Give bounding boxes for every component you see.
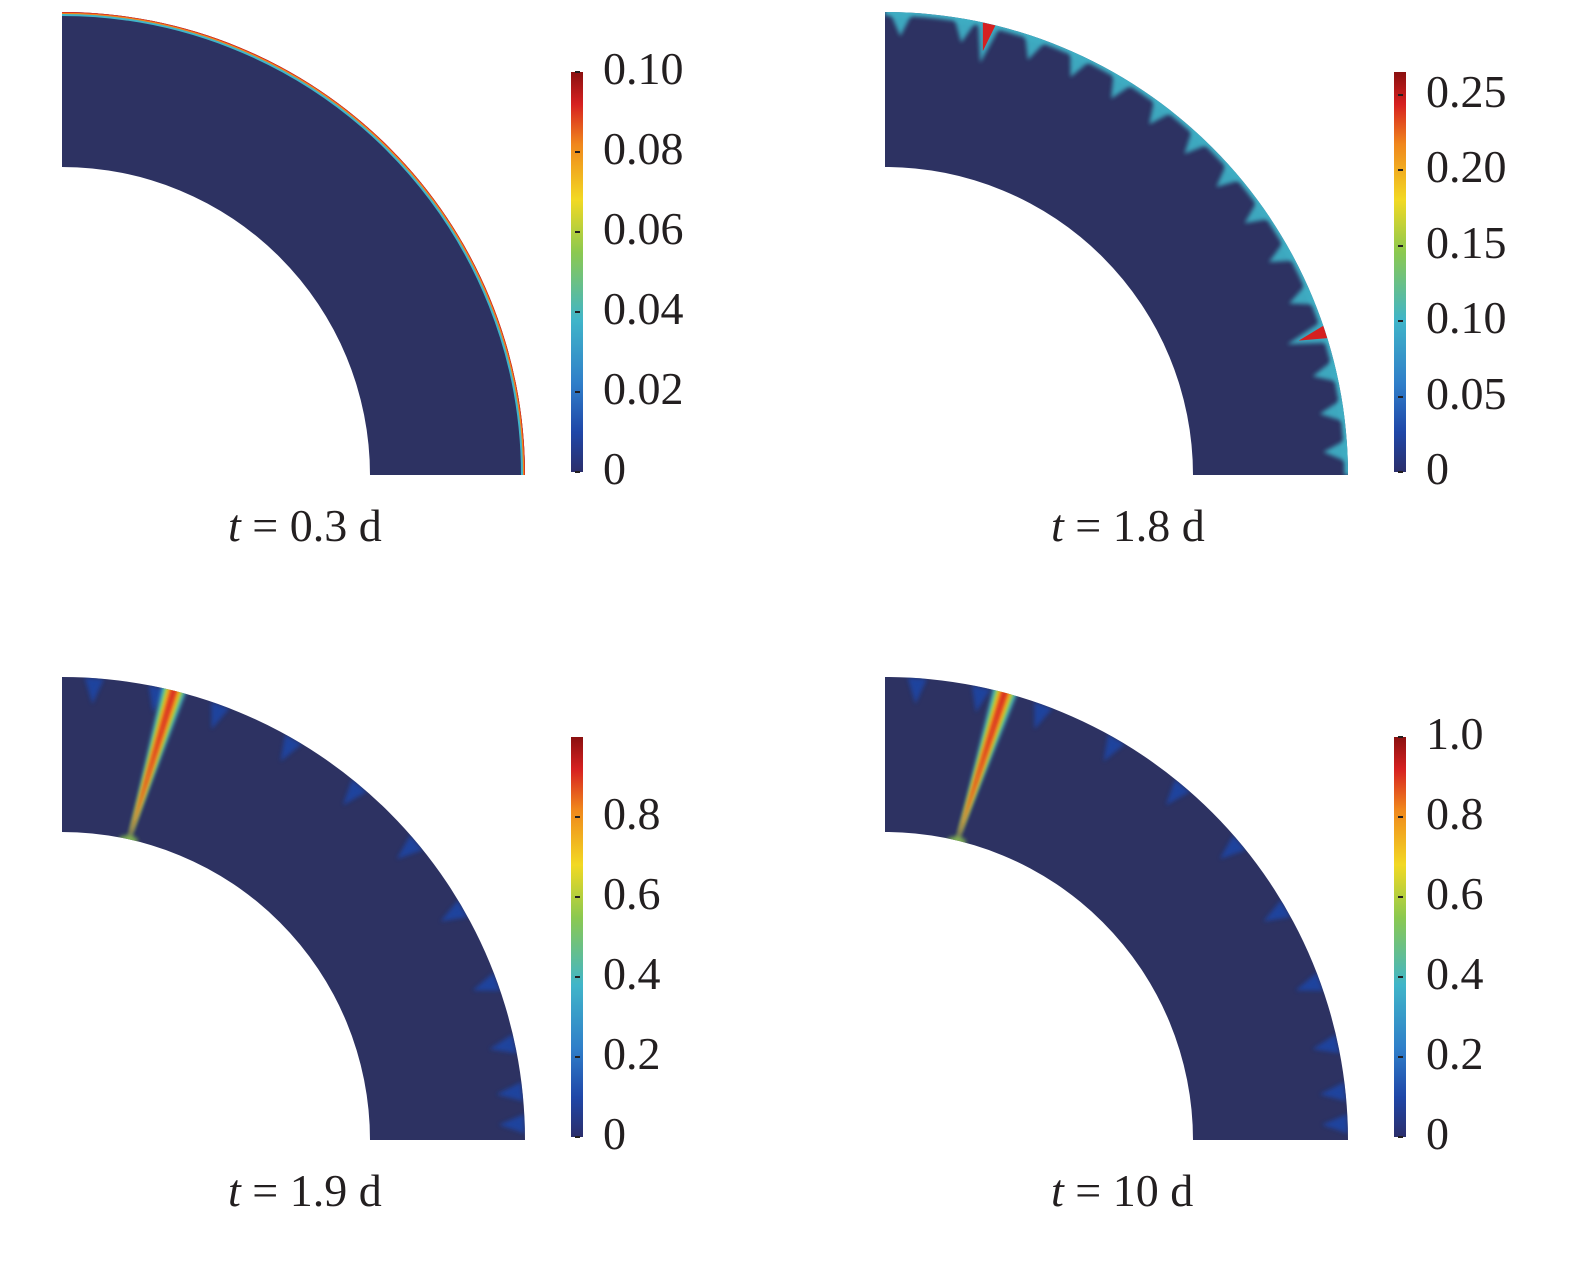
colorbar-tick-label: 0 bbox=[1426, 443, 1449, 494]
colorbar-tick-label: 0.02 bbox=[603, 363, 684, 414]
colorbar-tick-mark bbox=[575, 71, 580, 73]
colorbar-tick-label: 0.20 bbox=[1426, 141, 1507, 193]
time-value: = 1.9 d bbox=[240, 1165, 382, 1216]
colorbar-tick-mark bbox=[1398, 169, 1403, 172]
ring-body bbox=[62, 12, 525, 475]
colorbar-tick-label: 0.04 bbox=[603, 283, 684, 334]
damage-features bbox=[62, 12, 525, 475]
time-value: = 0.3 d bbox=[240, 500, 382, 551]
colorbar-tick-label: 1.0 bbox=[1426, 708, 1484, 759]
colorbar-tick-label: 0.10 bbox=[603, 43, 684, 94]
time-caption: t = 10 d bbox=[1051, 1165, 1351, 1217]
damage-field-quarter-ring bbox=[62, 677, 525, 1140]
colorbar-tick-label: 0.05 bbox=[1426, 367, 1507, 419]
colorbar-tick-label: 0.10 bbox=[1426, 292, 1507, 344]
colorbar-tick-label: 0.6 bbox=[1426, 868, 1484, 919]
colorbar bbox=[1394, 72, 1406, 472]
colorbar-tick-mark bbox=[1398, 896, 1403, 898]
colorbar-tick-mark bbox=[575, 976, 580, 978]
colorbar-tick-mark bbox=[575, 151, 580, 153]
time-caption: t = 1.8 d bbox=[1051, 500, 1351, 552]
damage-features bbox=[885, 12, 1348, 475]
colorbar bbox=[571, 72, 583, 472]
time-value: = 1.8 d bbox=[1063, 500, 1205, 551]
colorbar-tick-label: 0.6 bbox=[603, 868, 661, 919]
colorbar-tick-mark bbox=[1398, 736, 1403, 738]
colorbar-tick-mark bbox=[575, 896, 580, 898]
colorbar-tick-label: 0.8 bbox=[603, 788, 661, 839]
colorbar-tick-mark bbox=[575, 311, 580, 313]
colorbar-tick-label: 0.25 bbox=[1426, 65, 1507, 117]
colorbar-tick-mark bbox=[1398, 395, 1403, 398]
colorbar-tick-mark bbox=[1398, 471, 1403, 473]
panel-t-1-9: 0.8 0.6 0.4 0.2 0 t = 1.9 d bbox=[0, 665, 787, 1279]
colorbar bbox=[571, 737, 583, 1137]
panel-t-1-8: 0.25 0.20 0.15 0.10 0.05 0 t = 1.8 d bbox=[823, 0, 1575, 614]
panel-t-10: 1.0 0.8 0.6 0.4 0.2 0 t = 10 d bbox=[823, 665, 1575, 1279]
colorbar-tick-mark bbox=[575, 816, 580, 818]
colorbar-tick-mark bbox=[575, 471, 580, 473]
colorbar-tick-label: 0.4 bbox=[1426, 948, 1484, 999]
colorbar-tick-label: 0.2 bbox=[603, 1028, 661, 1079]
ring-body bbox=[885, 12, 1348, 475]
colorbar-tick-mark bbox=[575, 231, 580, 233]
time-variable: t bbox=[1051, 1165, 1064, 1216]
time-value: = 10 d bbox=[1063, 1165, 1194, 1216]
time-variable: t bbox=[228, 1165, 241, 1216]
time-variable: t bbox=[228, 500, 241, 551]
colorbar-tick-mark bbox=[1398, 244, 1403, 247]
panel-t-0-3: 0.10 0.08 0.06 0.04 0.02 0 t = 0.3 d bbox=[0, 0, 787, 614]
colorbar-tick-mark bbox=[1398, 976, 1403, 978]
colorbar-tick-mark bbox=[1398, 1136, 1403, 1138]
colorbar-tick-label: 0.8 bbox=[1426, 788, 1484, 839]
ring-body bbox=[885, 677, 1348, 1140]
colorbar-tick-label: 0 bbox=[1426, 1108, 1449, 1159]
damage-field-quarter-ring bbox=[885, 677, 1348, 1140]
time-variable: t bbox=[1051, 500, 1064, 551]
time-caption: t = 0.3 d bbox=[228, 500, 528, 552]
colorbar-tick-label: 0.08 bbox=[603, 123, 684, 174]
colorbar-tick-label: 0 bbox=[603, 443, 626, 494]
colorbar-tick-mark bbox=[1398, 93, 1403, 96]
time-caption: t = 1.9 d bbox=[228, 1165, 528, 1217]
colorbar-tick-mark bbox=[575, 1136, 580, 1138]
colorbar-tick-mark bbox=[1398, 320, 1403, 323]
colorbar-tick-mark bbox=[1398, 816, 1403, 818]
colorbar bbox=[1394, 737, 1406, 1137]
damage-field-quarter-ring bbox=[885, 12, 1348, 475]
ring-body bbox=[62, 677, 525, 1140]
damage-features bbox=[907, 677, 1348, 1134]
colorbar-tick-mark bbox=[575, 391, 580, 393]
colorbar-tick-label: 0.4 bbox=[603, 948, 661, 999]
damage-field-quarter-ring bbox=[62, 12, 525, 475]
colorbar-tick-mark bbox=[575, 1056, 580, 1058]
colorbar-tick-label: 0.2 bbox=[1426, 1028, 1484, 1079]
colorbar-tick-label: 0.06 bbox=[603, 203, 684, 254]
colorbar-tick-mark bbox=[1398, 1056, 1403, 1058]
colorbar-tick-label: 0.15 bbox=[1426, 216, 1507, 268]
colorbar-tick-label: 0 bbox=[603, 1108, 626, 1159]
